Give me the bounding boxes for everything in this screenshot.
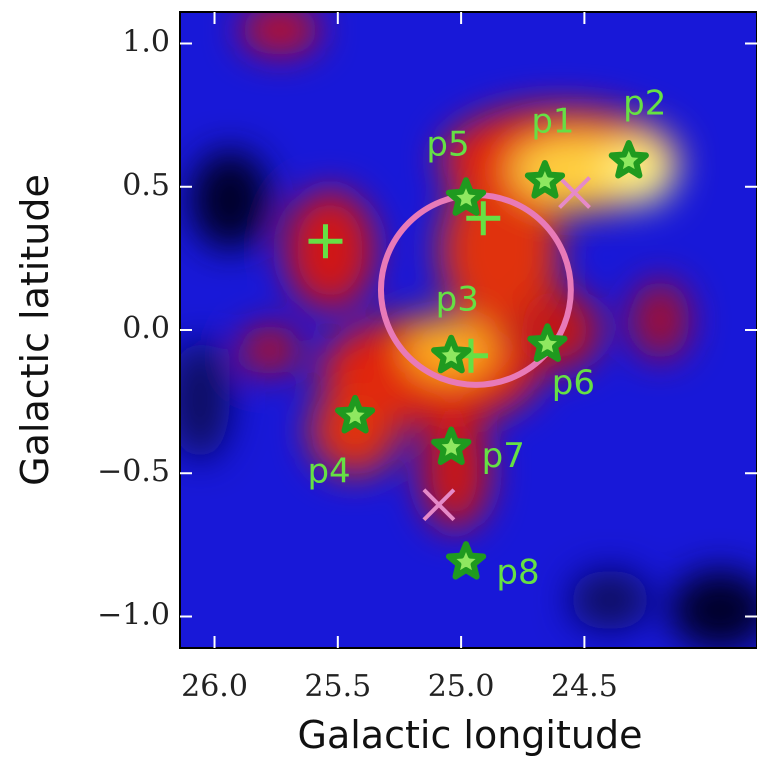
source-star	[527, 323, 568, 362]
x-marker	[422, 488, 456, 522]
x-tick-label: 25.5	[304, 669, 371, 704]
cross-marker	[308, 224, 343, 259]
source-star	[335, 394, 376, 434]
y-tick-label: −1.0	[97, 597, 170, 632]
x-marker	[558, 176, 591, 209]
source-label: p1	[531, 102, 574, 142]
source-star	[431, 426, 472, 465]
y-tick-label: 0.0	[122, 311, 170, 346]
y-tick-label: 1.0	[122, 25, 170, 60]
source-label: p2	[623, 83, 666, 123]
y-tick-label: −0.5	[97, 454, 170, 489]
y-axis-label: Galactic latitude	[13, 174, 57, 486]
source-label: p5	[426, 125, 469, 165]
y-tick-label: 0.5	[122, 168, 170, 203]
source-star	[431, 334, 472, 374]
source-label: p4	[307, 451, 350, 491]
x-axis-label: Galactic longitude	[298, 713, 643, 757]
source-label: p7	[482, 436, 525, 476]
cross-marker	[466, 201, 501, 236]
source-star	[608, 140, 649, 179]
x-tick-label: 25.0	[428, 669, 495, 704]
source-label: p3	[436, 279, 479, 319]
x-tick-label: 26.0	[181, 669, 248, 704]
source-label: p6	[552, 363, 595, 403]
x-tick-label: 24.5	[551, 669, 618, 704]
source-star	[445, 177, 487, 216]
source-star	[445, 541, 487, 580]
source-star	[524, 160, 566, 199]
source-label: p8	[496, 553, 539, 593]
